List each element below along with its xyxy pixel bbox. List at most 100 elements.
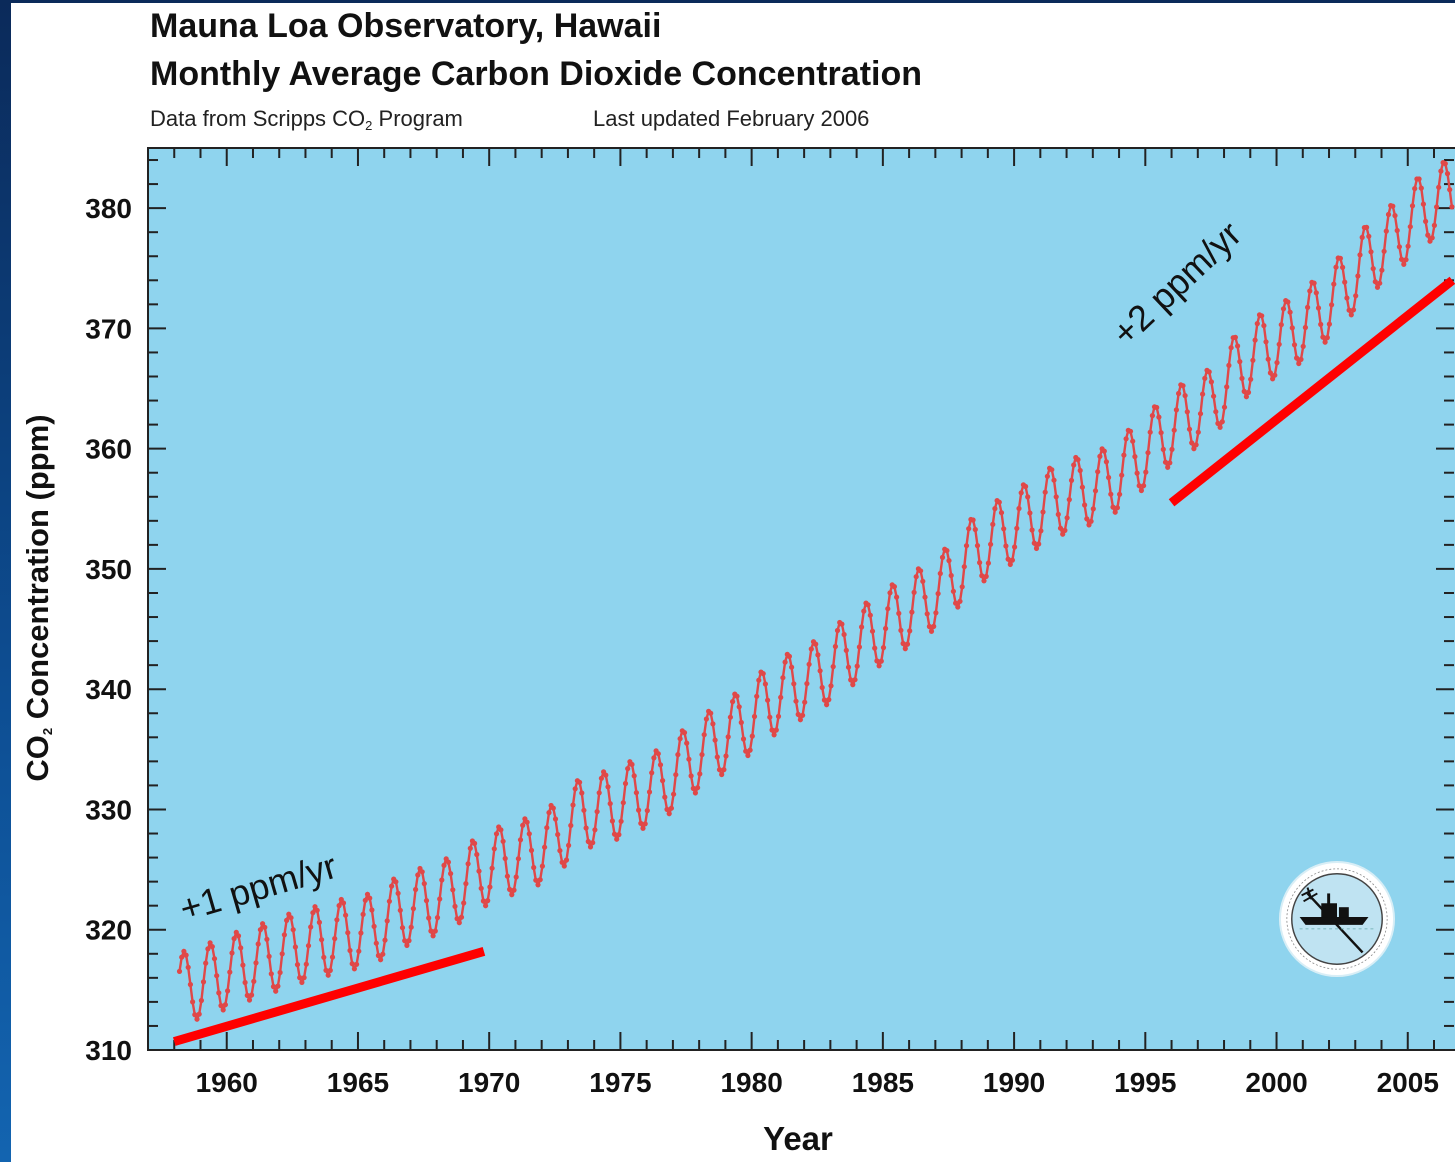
- co2-data-point: [1272, 372, 1278, 378]
- co2-data-point: [1202, 375, 1208, 381]
- co2-data-point: [526, 831, 532, 837]
- co2-data-point: [277, 969, 283, 976]
- co2-data-point: [926, 623, 933, 630]
- co2-data-point: [183, 952, 189, 958]
- co2-data-point: [504, 873, 510, 879]
- co2-data-point: [703, 716, 710, 722]
- co2-data-point: [1066, 497, 1072, 503]
- y-tick-label: 360: [85, 434, 132, 465]
- co2-data-point: [789, 664, 795, 670]
- co2-data-point: [375, 952, 381, 959]
- co2-data-point: [1263, 339, 1269, 345]
- co2-data-point: [1106, 474, 1112, 481]
- co2-data-point: [1344, 295, 1350, 301]
- co2-data-point: [1136, 483, 1142, 489]
- co2-data-point: [749, 733, 755, 739]
- co2-data-point: [1228, 345, 1234, 351]
- co2-data-point: [1346, 307, 1352, 313]
- co2-data-point: [472, 840, 478, 847]
- co2-data-point: [874, 658, 880, 664]
- co2-data-point: [719, 771, 725, 778]
- co2-data-point: [1025, 494, 1031, 500]
- co2-data-point: [1009, 557, 1016, 563]
- co2-data-point: [1082, 502, 1088, 508]
- co2-data-point: [557, 848, 563, 854]
- co2-data-point: [832, 643, 839, 650]
- co2-data-point: [1396, 244, 1402, 250]
- co2-data-point: [872, 645, 878, 651]
- co2-data-point: [727, 714, 734, 720]
- co2-data-point: [196, 1011, 202, 1017]
- co2-data-point: [270, 984, 277, 990]
- co2-data-point: [299, 979, 305, 986]
- co2-data-point: [1219, 419, 1225, 425]
- co2-data-point: [1064, 515, 1070, 521]
- co2-data-point: [238, 945, 244, 951]
- co2-data-point: [552, 816, 559, 822]
- co2-data-point: [880, 645, 887, 651]
- co2-data-point: [933, 610, 939, 616]
- co2-data-point: [1420, 201, 1426, 207]
- scripps-institution-seal-icon: [1278, 860, 1396, 978]
- co2-data-point: [1038, 528, 1044, 534]
- co2-data-point: [865, 602, 871, 608]
- co2-data-point: [1324, 335, 1330, 341]
- co2-data-point: [660, 778, 666, 784]
- co2-data-point: [1191, 446, 1197, 452]
- co2-data-point: [321, 954, 327, 960]
- co2-data-point: [1184, 409, 1190, 415]
- co2-data-point: [723, 753, 729, 759]
- co2-data-point: [762, 681, 769, 687]
- co2-data-point: [937, 570, 943, 577]
- co2-data-point: [1311, 280, 1317, 286]
- co2-data-point: [356, 948, 362, 954]
- co2-data-point: [517, 837, 524, 843]
- co2-data-point: [585, 838, 591, 845]
- co2-data-point: [856, 644, 863, 650]
- co2-data-point: [611, 831, 618, 837]
- co2-data-point: [887, 590, 893, 596]
- y-tick-label: 370: [85, 313, 132, 344]
- co2-data-point: [1447, 187, 1453, 193]
- co2-data-point: [902, 646, 908, 652]
- co2-data-point: [572, 786, 578, 792]
- co2-data-point: [898, 627, 904, 634]
- co2-data-point: [631, 773, 637, 779]
- co2-data-point: [636, 807, 642, 813]
- co2-data-point: [428, 928, 434, 934]
- co2-data-point: [1138, 487, 1144, 494]
- co2-data-point: [1372, 279, 1378, 285]
- co2-data-point: [561, 863, 567, 869]
- co2-data-point: [231, 936, 237, 942]
- co2-data-point: [830, 664, 836, 670]
- co2-data-point: [778, 694, 784, 701]
- co2-data-point: [861, 608, 867, 614]
- co2-data-point: [883, 625, 889, 632]
- co2-data-point: [290, 927, 296, 933]
- co2-data-point: [1385, 211, 1392, 218]
- co2-data-point: [218, 1003, 224, 1009]
- co2-data-point: [249, 992, 255, 998]
- co2-data-point: [316, 919, 322, 926]
- co2-data-point: [203, 960, 209, 966]
- co2-data-point: [738, 719, 744, 726]
- co2-data-point: [1296, 360, 1302, 367]
- co2-data-point: [629, 761, 635, 768]
- co2-data-point: [745, 752, 751, 759]
- co2-data-point: [587, 844, 594, 850]
- co2-data-point: [1261, 323, 1267, 329]
- co2-data-point: [675, 752, 681, 758]
- co2-data-point: [1211, 393, 1217, 399]
- co2-data-point: [1123, 436, 1129, 442]
- co2-data-point: [421, 881, 427, 887]
- y-tick-label: 320: [85, 915, 132, 946]
- co2-data-point: [301, 975, 307, 981]
- co2-data-point: [463, 881, 469, 887]
- co2-data-point: [426, 915, 432, 921]
- co2-data-point: [605, 784, 611, 790]
- co2-data-point: [775, 713, 782, 720]
- co2-data-point: [800, 712, 806, 718]
- co2-data-point: [192, 1012, 198, 1018]
- co2-data-point: [284, 917, 290, 924]
- co2-data-point: [1084, 516, 1090, 522]
